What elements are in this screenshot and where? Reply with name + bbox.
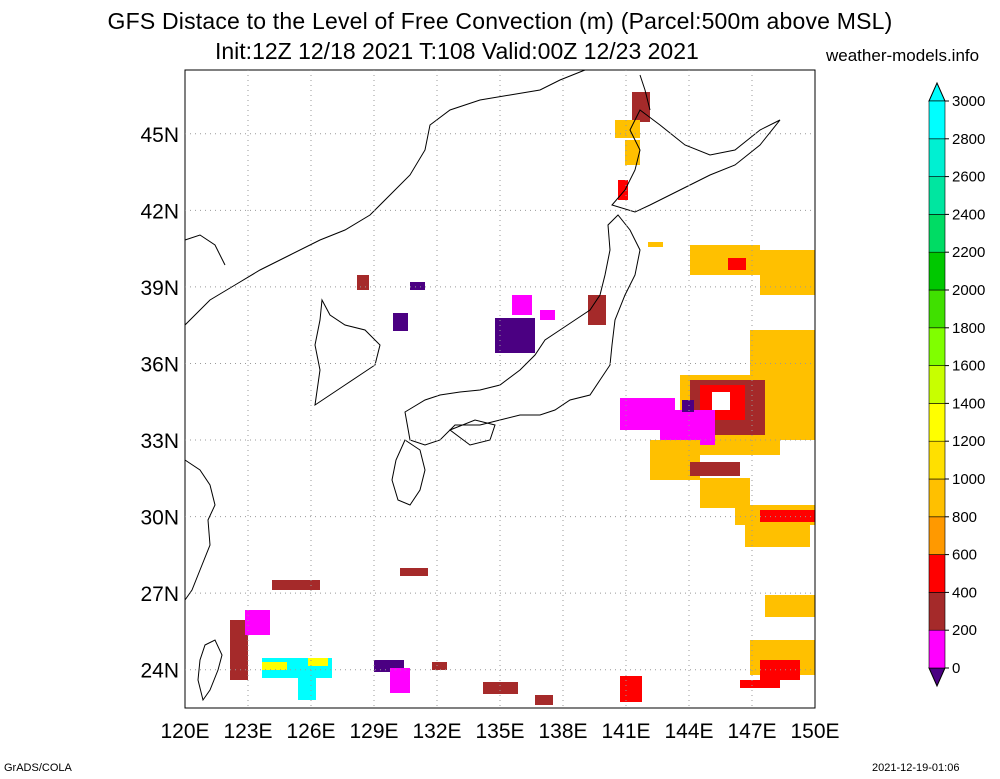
lat-tick-label: 42N [140, 200, 179, 223]
colorbar-label: 2200 [952, 244, 985, 261]
colorbar-segment [928, 365, 946, 404]
lat-tick-label: 33N [140, 430, 179, 453]
lat-tick-label: 30N [140, 507, 179, 530]
colorbar-segment [928, 176, 946, 215]
colorbar-label: 2000 [952, 282, 985, 299]
colorbar-segment [928, 592, 946, 631]
colorbar-label: 200 [952, 622, 977, 639]
colorbar-segment [928, 289, 946, 329]
lat-tick-labels: 24N 27N 30N 33N 36N 39N 42N 45N [140, 124, 179, 683]
lon-tick-label: 126E [286, 720, 335, 743]
colorbar-label: 600 [952, 547, 977, 564]
lat-tick-label: 36N [140, 353, 179, 376]
colorbar-label: 2800 [952, 131, 985, 148]
lon-tick-label: 147E [727, 720, 776, 743]
colorbar: 0 200 400 600 800 1000 1200 1400 1600 1800 2000 220… [928, 81, 985, 688]
lat-tick-label: 24N [140, 660, 179, 683]
lon-tick-labels: 120E 123E 126E 129E 132E 135E 138E 141E 144E 147E… [160, 720, 839, 743]
lon-tick-label: 150E [790, 720, 839, 743]
colorbar-label: 400 [952, 584, 977, 601]
colorbar-segment [928, 403, 946, 442]
colorbar-label: 1200 [952, 433, 985, 450]
colorbar-label: 800 [952, 509, 977, 526]
lon-tick-label: 123E [223, 720, 272, 743]
lat-tick-label: 45N [140, 124, 179, 147]
colorbar-label: 1400 [952, 395, 985, 412]
colorbar-label: 1000 [952, 471, 985, 488]
footer-credit: GrADS/COLA [4, 762, 72, 774]
colorbar-label: 2400 [952, 206, 985, 223]
site-credit: weather-models.info [826, 46, 980, 65]
footer-timestamp: 2021-12-19-01:06 [872, 762, 960, 774]
colorbar-under-arrow [928, 667, 946, 688]
lon-tick-label: 129E [349, 720, 398, 743]
lon-tick-label: 144E [664, 720, 713, 743]
colorbar-label: 0 [952, 660, 960, 677]
gridlines [185, 70, 815, 708]
colorbar-segment [928, 138, 946, 177]
colorbar-segment [928, 251, 946, 291]
lon-tick-label: 135E [475, 720, 524, 743]
colorbar-segment [928, 629, 946, 669]
lat-tick-label: 39N [140, 277, 179, 300]
colorbar-label: 1800 [952, 320, 985, 337]
colorbar-segment [928, 100, 946, 140]
chart-title: GFS Distace to the Level of Free Convect… [107, 8, 893, 34]
colorbar-segment [928, 516, 946, 555]
colorbar-segment [928, 478, 946, 518]
lon-tick-label: 141E [601, 720, 650, 743]
colorbar-segment [928, 554, 946, 593]
colorbar-segment [928, 327, 946, 366]
shaded-field [230, 92, 815, 705]
lon-tick-label: 138E [538, 720, 587, 743]
colorbar-segment [928, 214, 946, 253]
colorbar-over-arrow [928, 81, 946, 102]
colorbar-segment [928, 440, 946, 480]
colorbar-label: 1600 [952, 358, 985, 375]
colorbar-label: 3000 [952, 93, 985, 110]
chart-subtitle: Init:12Z 12/18 2021 T:108 Valid:00Z 12/2… [215, 38, 699, 64]
lon-tick-label: 132E [412, 720, 461, 743]
colorbar-label: 2600 [952, 169, 985, 186]
lat-tick-label: 27N [140, 583, 179, 606]
lon-tick-label: 120E [160, 720, 209, 743]
